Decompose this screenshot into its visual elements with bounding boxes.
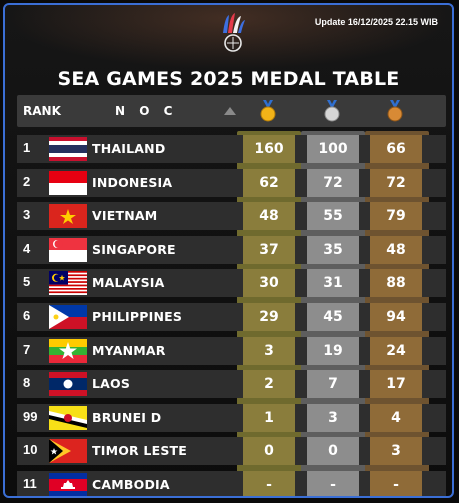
timor-leste-flag-icon <box>49 439 87 464</box>
bronze-medal-icon <box>387 100 403 122</box>
table-row: 10 TIMOR LESTE 0 0 3 <box>17 437 446 466</box>
bronze-count: 88 <box>370 269 422 298</box>
nation-name: THAILAND <box>92 141 166 156</box>
gold-count: 62 <box>243 168 295 197</box>
thailand-flag-icon <box>49 137 87 161</box>
indonesia-flag-icon <box>49 170 87 195</box>
table-row: 5 MALAYSIA 30 31 88 <box>17 269 446 298</box>
silver-count: 19 <box>307 336 359 365</box>
rank-number: 8 <box>23 375 31 391</box>
update-timestamp: Update 16/12/2025 22.15 WIB <box>314 17 438 27</box>
nation-name: BRUNEI D <box>92 409 162 425</box>
silver-count: 7 <box>307 370 359 399</box>
bronze-count: 79 <box>370 202 422 231</box>
table-row: 4 SINGAPORE 37 35 48 <box>17 235 446 264</box>
bronze-count: 94 <box>370 303 422 331</box>
header-noc: N O C <box>115 104 178 118</box>
gold-count: - <box>243 471 295 496</box>
sea-games-logo-icon <box>223 13 245 52</box>
rank-number: 10 <box>23 442 38 458</box>
singapore-flag-icon <box>49 237 87 262</box>
nation-name: MYANMAR <box>92 342 166 358</box>
silver-count: 0 <box>307 437 359 466</box>
sort-triangle-icon <box>224 107 236 115</box>
philippines-flag-icon <box>49 305 87 329</box>
table-header: RANK N O C <box>17 95 446 127</box>
silver-count: 31 <box>307 269 359 298</box>
gold-count: 0 <box>243 437 295 466</box>
silver-count: 100 <box>307 135 359 163</box>
gold-count: 2 <box>243 370 295 399</box>
laos-flag-icon <box>49 372 87 397</box>
silver-count: 35 <box>307 235 359 264</box>
rank-number: 2 <box>23 173 31 189</box>
table-row: 6 PHILIPPINES 29 45 94 <box>17 303 446 331</box>
silver-count: 72 <box>307 168 359 197</box>
rank-number: 7 <box>23 341 31 357</box>
bronze-count: 4 <box>370 403 422 432</box>
nation-name: MALAYSIA <box>92 275 165 291</box>
rank-number: 3 <box>23 207 31 223</box>
nation-name: CAMBODIA <box>92 477 170 492</box>
gold-count: 29 <box>243 303 295 331</box>
gold-count: 37 <box>243 235 295 264</box>
nation-name: INDONESIA <box>92 174 173 190</box>
bronze-count: 66 <box>370 135 422 163</box>
myanmar-flag-icon <box>49 338 87 363</box>
table-row: 1 THAILAND 160 100 66 <box>17 135 446 163</box>
nation-name: TIMOR LESTE <box>92 443 187 459</box>
bronze-count: 48 <box>370 235 422 264</box>
rank-number: 1 <box>23 140 31 155</box>
table-row: 3 VIETNAM 48 55 79 <box>17 202 446 231</box>
bronze-count: 24 <box>370 336 422 365</box>
table-row: 8 LAOS 2 7 17 <box>17 370 446 399</box>
rank-number: 4 <box>23 240 31 256</box>
brunei-flag-icon <box>49 405 87 430</box>
bronze-count: 17 <box>370 370 422 399</box>
nation-name: SINGAPORE <box>92 241 176 257</box>
gold-count: 30 <box>243 269 295 298</box>
header-rank: RANK <box>23 104 61 118</box>
nation-name: LAOS <box>92 376 131 392</box>
nation-name: VIETNAM <box>92 208 158 224</box>
nation-name: PHILIPPINES <box>92 309 183 324</box>
rank-number: 99 <box>23 408 38 424</box>
silver-count: 3 <box>307 403 359 432</box>
table-row: 11 CAMBODIA - - - <box>17 471 446 496</box>
table-row: 2 INDONESIA 62 72 72 <box>17 168 446 197</box>
medal-table-card: Update 16/12/2025 22.15 WIB SEA GAMES 20… <box>3 3 454 498</box>
gold-count: 160 <box>243 135 295 163</box>
silver-count: 45 <box>307 303 359 331</box>
page-title: SEA GAMES 2025 MEDAL TABLE <box>57 68 400 90</box>
silver-medal-icon <box>324 100 340 122</box>
silver-count: - <box>307 471 359 496</box>
vietnam-flag-icon <box>49 204 87 229</box>
bronze-count: 3 <box>370 437 422 466</box>
silver-count: 55 <box>307 202 359 231</box>
cambodia-flag-icon <box>49 473 87 496</box>
bronze-count: - <box>370 471 422 496</box>
rank-number: 5 <box>23 274 31 290</box>
rank-number: 6 <box>23 308 31 323</box>
gold-count: 48 <box>243 202 295 231</box>
malaysia-flag-icon <box>49 271 87 296</box>
table-row: 7 MYANMAR 3 19 24 <box>17 336 446 365</box>
gold-count: 3 <box>243 336 295 365</box>
rank-number: 11 <box>23 476 37 491</box>
bronze-count: 72 <box>370 168 422 197</box>
gold-medal-icon <box>260 100 276 122</box>
gold-count: 1 <box>243 403 295 432</box>
